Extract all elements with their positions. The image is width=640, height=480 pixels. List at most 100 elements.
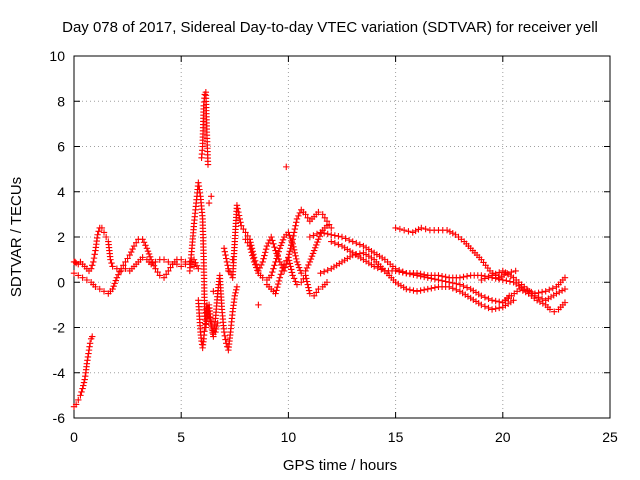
data-point: [274, 251, 281, 259]
data-point: [190, 263, 198, 270]
data-point: [553, 290, 560, 297]
x-tick-label: 15: [388, 429, 404, 445]
data-point: [278, 267, 286, 275]
data-point: [286, 260, 294, 267]
data-point: [111, 280, 118, 287]
data-point: [251, 261, 259, 268]
data-point: [258, 261, 265, 269]
data-point: [310, 232, 317, 239]
data-point: [400, 227, 408, 234]
data-point: [519, 287, 527, 294]
data-point: [268, 233, 275, 241]
data-point: [221, 332, 228, 339]
data-point: [233, 286, 240, 293]
data-point: [285, 251, 293, 258]
data-point: [319, 211, 326, 218]
data-point: [302, 272, 309, 279]
data-point: [140, 239, 148, 246]
data-point: [298, 270, 305, 277]
data-point: [306, 290, 314, 297]
data-point: [90, 254, 98, 262]
data-point: [248, 249, 255, 256]
data-point: [331, 232, 339, 239]
data-point: [463, 273, 471, 280]
x-tick-label: 5: [177, 429, 185, 445]
data-point: [115, 271, 122, 278]
data-point: [533, 297, 541, 304]
data-point: [307, 255, 315, 263]
data-point: [499, 276, 506, 284]
outlier-point: [229, 256, 236, 263]
data-point: [212, 328, 219, 336]
data-point: [130, 242, 138, 250]
series-track-e: [195, 297, 221, 352]
data-point: [162, 271, 170, 278]
data-point: [242, 236, 249, 243]
x-tick-label: 10: [281, 429, 297, 445]
data-point: [129, 245, 136, 253]
data-point: [412, 227, 419, 235]
data-point: [122, 258, 129, 266]
data-point: [428, 285, 435, 292]
series-track-b: [70, 236, 198, 297]
data-point: [374, 264, 381, 272]
series-track-j: [306, 229, 513, 306]
data-point: [460, 282, 467, 290]
data-point: [160, 274, 168, 281]
data-point: [269, 268, 276, 276]
data-point: [315, 285, 322, 293]
data-point: [481, 303, 489, 310]
data-point: [456, 281, 464, 288]
data-point: [303, 264, 311, 272]
data-point: [178, 256, 185, 263]
data-point: [222, 336, 229, 343]
outlier-point: [205, 199, 213, 207]
data-point: [80, 382, 87, 389]
data-point: [422, 225, 429, 233]
data-point: [478, 301, 485, 309]
data-point: [328, 231, 335, 238]
x-tick-label: 20: [495, 429, 511, 445]
data-point: [290, 275, 298, 282]
data-point: [235, 208, 242, 216]
data-point: [142, 242, 149, 249]
data-point: [223, 340, 230, 347]
data-point: [546, 286, 553, 293]
data-point: [310, 292, 318, 300]
data-point: [292, 252, 299, 260]
data-point: [446, 228, 454, 235]
data-point: [342, 235, 349, 242]
data-point: [392, 267, 399, 275]
axis-ticks: [73, 55, 611, 419]
data-point: [292, 278, 299, 285]
data-point: [242, 229, 249, 236]
data-point: [293, 219, 300, 226]
data-point: [294, 261, 302, 268]
data-point: [116, 268, 123, 275]
data-point: [277, 271, 285, 278]
data-point: [443, 227, 451, 234]
data-point: [126, 251, 133, 259]
data-point: [272, 258, 279, 266]
data-point: [94, 231, 101, 238]
data-point: [296, 209, 304, 217]
data-point: [463, 284, 471, 291]
data-point: [79, 274, 86, 281]
data-point: [328, 238, 335, 245]
data-point: [535, 294, 542, 301]
data-point: [205, 307, 212, 315]
data-point: [110, 283, 117, 290]
data-point: [403, 285, 410, 293]
data-point: [92, 283, 99, 290]
data-point: [274, 284, 281, 291]
data-point: [331, 239, 339, 247]
data-point: [313, 289, 320, 296]
data-point: [210, 333, 217, 340]
data-point: [203, 301, 211, 309]
data-point: [435, 272, 442, 279]
data-point: [236, 215, 244, 223]
data-point: [178, 263, 185, 270]
data-point: [234, 205, 241, 212]
data-point: [262, 249, 269, 256]
data-point: [306, 258, 314, 266]
